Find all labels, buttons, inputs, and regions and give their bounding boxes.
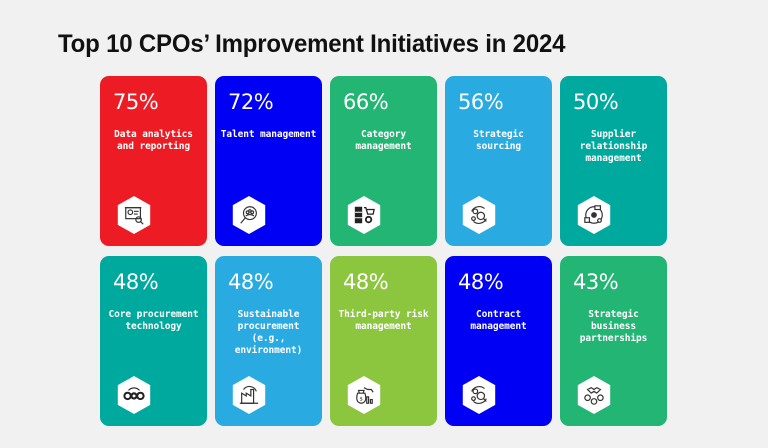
- percent-value: 43%: [573, 270, 619, 294]
- initiative-card-business-partnerships: 43% Strategic business partnerships: [560, 256, 667, 426]
- percent-value: 50%: [573, 90, 619, 114]
- magnifier-people-icon: [232, 196, 266, 234]
- presentation-chart-icon: [117, 196, 151, 234]
- svg-text:$: $: [359, 397, 363, 403]
- initiative-card-third-party-risk: 48% Third-party risk management $: [330, 256, 437, 426]
- initiative-card-supplier-relationship: 50% Supplier relationship management: [560, 76, 667, 246]
- initiative-card-strategic-sourcing: 56% Strategic sourcing: [445, 76, 552, 246]
- page-title: Top 10 CPOs’ Improvement Initiatives in …: [58, 30, 566, 58]
- percent-value: 48%: [458, 270, 504, 294]
- initiative-label: Category management: [355, 129, 412, 152]
- initiative-card-contract: 48% Contract management: [445, 256, 552, 426]
- supplier-cycle-icon: [577, 196, 611, 234]
- initiative-card-sustainable: 48% Sustainable procurement (e.g., envir…: [215, 256, 322, 426]
- initiative-card-category: 66% Category management: [330, 76, 437, 246]
- initiative-label: Core procurement technology: [108, 309, 199, 332]
- initiative-label: Third-party risk management: [338, 309, 429, 332]
- initiative-card-talent: 72% Talent management: [215, 76, 322, 246]
- contract-search-cycle-icon: [462, 376, 496, 414]
- initiative-label: Strategic sourcing: [473, 129, 524, 152]
- initiative-card-core-technology: 48% Core procurement technology: [100, 256, 207, 426]
- percent-value: 66%: [343, 90, 389, 114]
- money-bag-decline-icon: $: [347, 376, 381, 414]
- percent-value: 75%: [113, 90, 159, 114]
- initiative-label: Strategic business partnerships: [579, 309, 648, 344]
- percent-value: 48%: [343, 270, 389, 294]
- cart-cabinet-gear-icon: [347, 196, 381, 234]
- percent-value: 72%: [228, 90, 274, 114]
- initiative-label: Sustainable procurement (e.g., environme…: [234, 309, 303, 356]
- percent-value: 48%: [113, 270, 159, 294]
- initiative-label: Talent management: [220, 129, 317, 140]
- gears-process-icon: [117, 376, 151, 414]
- factory-eco-icon: [232, 376, 266, 414]
- initiative-label: Supplier relationship management: [579, 129, 648, 164]
- initiative-card-data-analytics: 75% Data analytics and reporting: [100, 76, 207, 246]
- percent-value: 56%: [458, 90, 504, 114]
- initiative-label: Contract management: [470, 309, 527, 332]
- handshake-network-icon: [577, 376, 611, 414]
- percent-value: 48%: [228, 270, 274, 294]
- sourcing-search-cycle-icon: [462, 196, 496, 234]
- initiative-label: Data analytics and reporting: [114, 129, 193, 152]
